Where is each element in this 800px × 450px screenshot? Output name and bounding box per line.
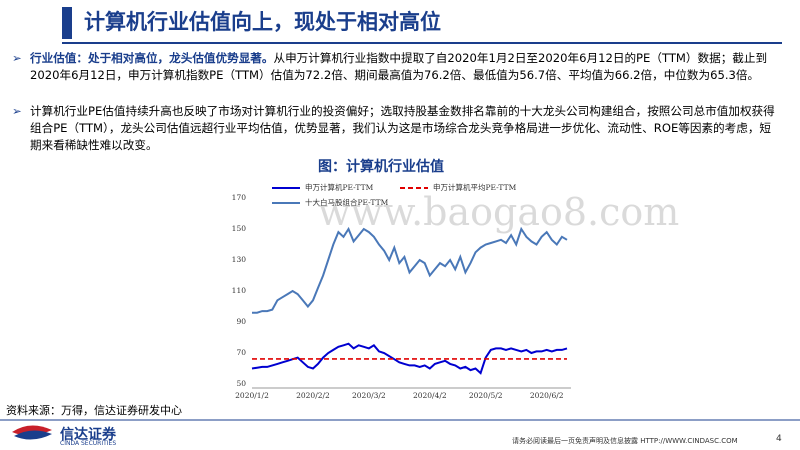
logo-en: CINDA SECURITIES <box>60 440 117 447</box>
x-tick-label: 2020/3/2 <box>352 391 386 400</box>
x-tick-label: 2020/2/2 <box>296 391 330 400</box>
legend-label: 十大白马股组合PE-TTM <box>305 197 389 207</box>
legend-label: 申万计算机平均PE-TTM <box>433 182 517 192</box>
x-tick-label: 2020/6/2 <box>530 391 564 400</box>
bullet-text: 从申万计算机行业指数中提取了自2020年1月2日至2020年6月12日的PE（T… <box>30 51 768 82</box>
series-line <box>251 342 568 375</box>
legend-label: 申万计算机PE-TTM <box>305 182 374 192</box>
watermark: www.baogao8.com <box>318 190 680 234</box>
x-tick-label: 2020/1/2 <box>235 391 269 400</box>
chart-title: 图：计算机行业估值 <box>318 159 444 175</box>
y-tick-label: 70 <box>236 348 246 357</box>
source: 资料来源：万得，信达证券研发中心 <box>6 404 182 417</box>
x-tick-label: 2020/5/2 <box>469 391 503 400</box>
bullet: 计算机行业PE估值持续升高也反映了市场对计算机行业的投资偏好；选取持股基金数排名… <box>12 103 782 154</box>
y-tick-label: 170 <box>232 193 247 202</box>
y-tick-label: 150 <box>232 224 247 233</box>
y-tick-label: 50 <box>236 379 246 388</box>
x-tick-label: 2020/4/2 <box>413 391 447 400</box>
slide-title: 计算机行业估值向上，现处于相对高位 <box>84 10 441 34</box>
y-tick-label: 130 <box>232 255 247 264</box>
title-bar <box>62 7 72 39</box>
logo: 信达证券 <box>60 427 116 443</box>
y-tick-label: 90 <box>236 317 246 326</box>
y-tick-label: 110 <box>232 286 247 295</box>
title-rule <box>62 42 782 44</box>
bullet-text: 计算机行业PE估值持续升高也反映了市场对计算机行业的投资偏好；选取持股基金数排名… <box>30 104 775 152</box>
bullet: 行业估值：处于相对高位，龙头估值优势显著。从申万计算机行业指数中提取了自2020… <box>12 50 782 84</box>
page-number: 4 <box>776 434 782 444</box>
series-line <box>252 226 568 314</box>
bullet-bold: 行业估值：处于相对高位，龙头估值优势显著。 <box>30 51 274 65</box>
footer-notice: 请务必阅读最后一页免责声明及信息披露 HTTP://WWW.CINDASC.CO… <box>512 437 738 445</box>
